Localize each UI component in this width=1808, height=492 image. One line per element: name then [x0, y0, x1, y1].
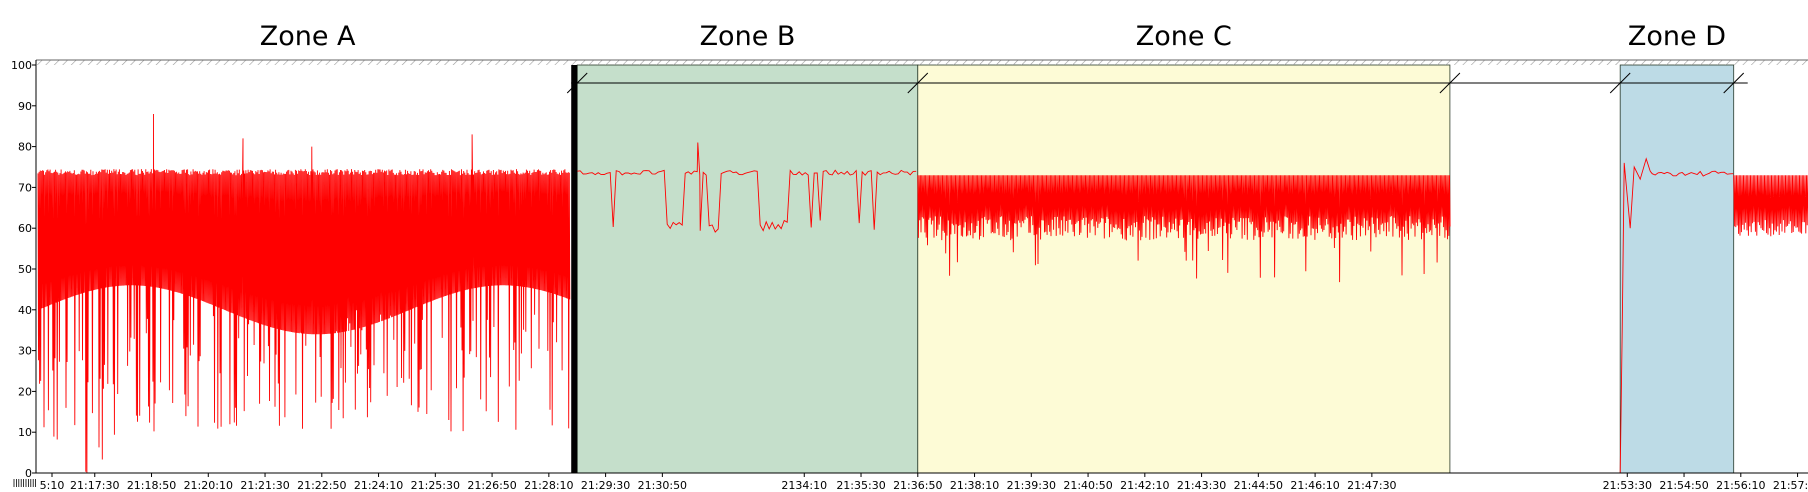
x-tick-label: 21:18:50 — [127, 479, 176, 492]
x-tick-label: 21:30:50 — [638, 479, 687, 492]
zone-band-c — [917, 64, 1451, 474]
y-tick-label: 60 — [18, 222, 32, 235]
y-tick-label: 70 — [18, 181, 32, 194]
series-line-segment-3 — [917, 175, 1451, 283]
x-tick-label: 21:21:30 — [240, 479, 289, 492]
zone-label-d: Zone D — [1628, 21, 1726, 52]
y-tick-label: 10 — [18, 426, 32, 439]
x-tick-label: 21:38:10 — [950, 479, 999, 492]
zone-label-b: Zone B — [700, 21, 796, 52]
x-tick-label: 21:25:30 — [411, 479, 460, 492]
zone-label-a: Zone A — [260, 21, 356, 52]
x-tick-label: 21:42:10 — [1120, 479, 1169, 492]
x-tick-label: 21:26:50 — [467, 479, 516, 492]
y-tick-label: 20 — [18, 385, 32, 398]
y-tick-label: 90 — [18, 100, 32, 113]
duration-tick-4 — [1609, 72, 1631, 94]
zone-band-d — [1619, 64, 1735, 474]
x-tick-label: 21:54:50 — [1659, 479, 1708, 492]
x-tick-label: 21:22:50 — [297, 479, 346, 492]
y-tick-label: 0 — [25, 467, 32, 480]
x-tick-label: 21:36:50 — [893, 479, 942, 492]
x-tick-label: 21:56:10 — [1716, 479, 1765, 492]
duration-tick-5 — [1723, 72, 1745, 94]
header-hatch-strip — [36, 60, 1808, 65]
series-line-segment-1 — [37, 113, 571, 473]
x-tick-label: 21:53:30 — [1603, 479, 1652, 492]
y-tick-label: 40 — [18, 304, 32, 317]
series-line-segment-2 — [577, 142, 917, 233]
zone-label-c: Zone C — [1136, 21, 1232, 52]
x-tick-label: 21:44:50 — [1234, 479, 1283, 492]
x-tick-label: 5:10 — [40, 479, 65, 492]
x-tick-label: 21:17:30 — [70, 479, 119, 492]
x-tick-label: 21:24:10 — [354, 479, 403, 492]
zone-band-b — [576, 64, 919, 474]
series-line-segment-4 — [1619, 157, 1734, 474]
zone-boundary-bar — [571, 65, 578, 473]
x-tick-label: 21:35:30 — [836, 479, 885, 492]
x-tick-label: 21:29:30 — [581, 479, 630, 492]
y-tick-label: 30 — [18, 345, 32, 358]
x-tick-label: 2134:10 — [781, 479, 827, 492]
y-tick-label: 80 — [18, 141, 32, 154]
duration-tick-2 — [907, 72, 929, 94]
y-tick-label: 100 — [11, 59, 32, 72]
x-tick-label: 21:20:10 — [184, 479, 233, 492]
series-line-segment-5 — [1733, 175, 1808, 237]
x-tick-label: 21:43:30 — [1177, 479, 1226, 492]
x-tick-label: 21:47:30 — [1347, 479, 1396, 492]
x-tick-label: 21:46:10 — [1290, 479, 1339, 492]
x-tick-label: 21:40:50 — [1063, 479, 1112, 492]
x-tick-label: 21:28:10 — [524, 479, 573, 492]
x-tick-label: 21:39:30 — [1007, 479, 1056, 492]
y-tick-label: 50 — [18, 263, 32, 276]
duration-tick-3 — [1439, 72, 1461, 94]
x-tick-label: 21:57:30 — [1773, 479, 1808, 492]
